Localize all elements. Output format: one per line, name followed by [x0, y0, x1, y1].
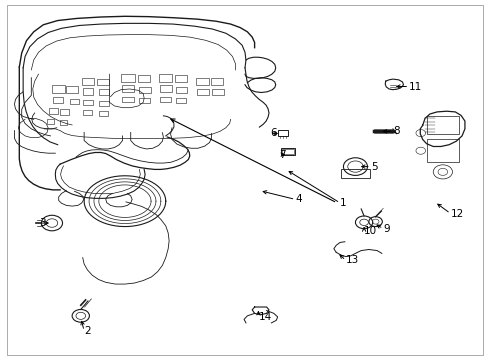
Bar	[52, 85, 65, 93]
Bar	[47, 119, 54, 124]
Text: 7: 7	[279, 150, 285, 159]
Bar	[70, 99, 79, 104]
Text: 13: 13	[346, 256, 359, 265]
Bar	[341, 169, 370, 178]
Bar	[66, 86, 78, 93]
Bar	[98, 89, 109, 95]
Text: 3: 3	[40, 218, 46, 228]
Bar	[83, 100, 93, 105]
Bar	[60, 109, 69, 115]
Bar	[160, 85, 172, 92]
Bar	[282, 149, 294, 154]
Text: 14: 14	[258, 312, 271, 322]
Text: 6: 6	[270, 129, 276, 139]
Bar	[121, 74, 135, 82]
Bar	[53, 97, 64, 103]
Bar	[139, 98, 150, 103]
Bar	[197, 89, 209, 95]
Text: 8: 8	[393, 126, 399, 136]
Text: 12: 12	[450, 208, 464, 219]
Text: 10: 10	[364, 226, 377, 236]
Bar	[176, 98, 186, 103]
Bar	[97, 79, 109, 85]
Bar	[122, 97, 134, 102]
Text: 11: 11	[409, 81, 422, 91]
Text: 5: 5	[371, 162, 377, 172]
Bar	[160, 97, 171, 102]
Bar	[82, 78, 94, 85]
Bar	[138, 75, 150, 82]
Bar	[122, 85, 134, 92]
Bar	[426, 117, 459, 134]
Bar	[99, 111, 108, 116]
Bar	[278, 130, 288, 136]
Text: 9: 9	[383, 224, 390, 234]
Bar	[60, 120, 67, 125]
Bar	[176, 86, 187, 93]
Bar	[99, 101, 109, 106]
Text: 2: 2	[84, 326, 91, 336]
Bar	[83, 88, 93, 95]
Bar	[212, 89, 224, 95]
Bar	[83, 110, 92, 115]
Bar	[139, 86, 151, 93]
Bar	[426, 139, 459, 162]
Bar	[281, 148, 295, 155]
Bar	[211, 78, 223, 85]
Bar	[196, 78, 209, 85]
Bar	[175, 75, 187, 82]
Bar	[49, 108, 58, 114]
Text: 1: 1	[340, 198, 347, 208]
Text: 4: 4	[295, 194, 302, 204]
Bar	[159, 74, 172, 82]
